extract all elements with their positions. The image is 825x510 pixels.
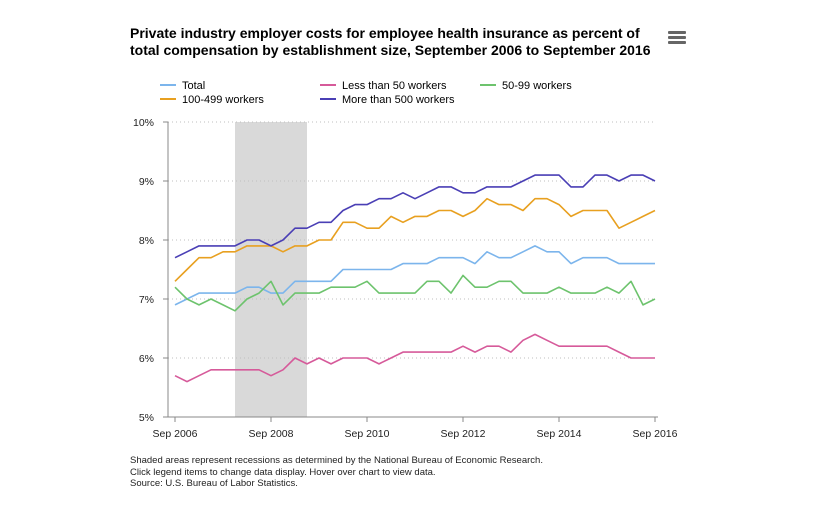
- legend-item-more-than-500[interactable]: More than 500 workers: [320, 94, 455, 107]
- note-recession: Shaded areas represent recessions as det…: [130, 455, 543, 466]
- chart-title: Private industry employer costs for empl…: [130, 25, 651, 58]
- y-tick-label: 5%: [139, 412, 154, 424]
- chart-notes: Shaded areas represent recessions as det…: [130, 455, 543, 490]
- hamburger-menu-icon[interactable]: [668, 30, 688, 46]
- legend-item-total[interactable]: Total: [160, 80, 205, 93]
- series-line-more-than-500-workers[interactable]: [174, 174, 656, 259]
- recession-band: [235, 122, 307, 417]
- legend-label-100-499: 100-499 workers: [182, 94, 264, 106]
- chart-legend: Total Less than 50 workers 50-99 workers…: [160, 80, 640, 110]
- legend-label-more-than-500: More than 500 workers: [342, 94, 455, 106]
- x-tick-label: Sep 2006: [153, 428, 198, 440]
- x-tick-label: Sep 2010: [345, 428, 390, 440]
- series-line-less-than-50-workers[interactable]: [174, 333, 655, 383]
- series-line-total[interactable]: [174, 245, 655, 306]
- legend-swatch-total: [160, 84, 176, 87]
- legend-swatch-more-than-500: [320, 98, 336, 101]
- legend-label-50-99: 50-99 workers: [502, 80, 572, 92]
- y-tick-label: 8%: [139, 235, 154, 247]
- x-tick-label: Sep 2012: [441, 428, 486, 440]
- x-tick-label: Sep 2016: [633, 428, 678, 440]
- note-source: Source: U.S. Bureau of Labor Statistics.: [130, 478, 298, 489]
- legend-item-less-than-50[interactable]: Less than 50 workers: [320, 80, 447, 93]
- series-line-50-99-workers[interactable]: [174, 274, 656, 312]
- y-tick-label: 7%: [139, 294, 154, 306]
- legend-label-less-than-50: Less than 50 workers: [342, 80, 447, 92]
- legend-item-100-499[interactable]: 100-499 workers: [160, 94, 264, 107]
- legend-swatch-less-than-50: [320, 84, 336, 87]
- x-tick-label: Sep 2008: [249, 428, 294, 440]
- y-tick-label: 6%: [139, 353, 154, 365]
- legend-swatch-50-99: [480, 84, 496, 87]
- note-instructions: Click legend items to change data displa…: [130, 466, 436, 478]
- x-tick-label: Sep 2014: [537, 428, 582, 440]
- y-tick-label: 10%: [133, 117, 154, 129]
- legend-swatch-100-499: [160, 98, 176, 101]
- legend-label-total: Total: [182, 80, 206, 92]
- legend-item-50-99[interactable]: 50-99 workers: [480, 80, 572, 93]
- series-line-100-499-workers[interactable]: [174, 197, 656, 282]
- y-tick-label: 9%: [139, 176, 154, 188]
